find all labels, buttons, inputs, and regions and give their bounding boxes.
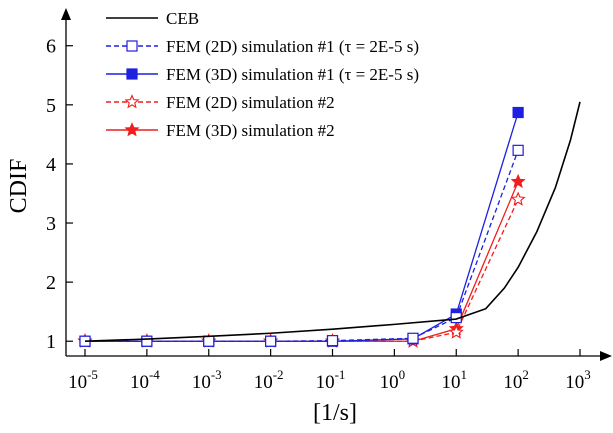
legend-label: FEM (3D) simulation #2 (166, 121, 335, 140)
x-tick-exponent: -2 (273, 367, 284, 382)
data-point (448, 324, 464, 339)
x-tick-base: 10 (254, 372, 273, 393)
x-tick-label: 103 (565, 367, 591, 393)
data-point (124, 94, 140, 109)
y-ticks: 1 2 3 4 5 6 (46, 36, 73, 353)
x-tick-exponent: -5 (87, 367, 98, 382)
x-tick-label: 10-4 (130, 367, 160, 393)
series-line (85, 112, 519, 342)
x-tick-base: 10 (192, 372, 211, 393)
x-tick-label: 102 (503, 367, 529, 393)
y-tick-label: 6 (46, 36, 56, 58)
data-point (265, 335, 277, 347)
y-tick-label: 1 (46, 331, 56, 353)
data-point (124, 122, 140, 137)
x-tick-label: 10-3 (192, 367, 222, 393)
legend-item: FEM (2D) simulation #2 (106, 93, 335, 112)
x-tick-base: 10 (130, 372, 149, 393)
series-line (84, 101, 581, 343)
legend-label: FEM (2D) simulation #1 (τ = 2E-5 s) (166, 37, 419, 56)
x-tick-exponent: -4 (149, 367, 160, 382)
x-tick-exponent: 2 (522, 367, 529, 382)
legend-item: FEM (2D) simulation #1 (τ = 2E-5 s) (106, 37, 419, 56)
data-point (512, 106, 524, 119)
x-tick-label: 101 (442, 367, 468, 393)
data-point (126, 40, 138, 52)
legend-item: CEB (106, 9, 199, 28)
x-tick-exponent: 1 (461, 367, 468, 382)
x-ticks: 10-5 10-4 10-3 10-2 10-1 100 101 102 103 (68, 349, 591, 393)
x-axis-arrow (600, 351, 612, 361)
y-tick-label: 3 (46, 213, 56, 235)
data-point (141, 335, 153, 347)
legend: CEB FEM (2D) simulation #1 (τ = 2E-5 s) FE… (106, 9, 419, 140)
y-tick-label: 4 (46, 154, 56, 176)
legend-label: CEB (166, 9, 199, 28)
x-tick-base: 10 (442, 372, 461, 393)
series-0 (84, 101, 581, 343)
legend-item: FEM (3D) simulation #2 (106, 121, 335, 140)
x-tick-exponent: 0 (399, 367, 406, 382)
series-layer (77, 101, 581, 348)
series-line (85, 150, 519, 342)
data-point (510, 173, 526, 189)
x-tick-label: 10-5 (68, 367, 98, 393)
x-tick-base: 10 (503, 372, 522, 393)
y-axis-arrow (61, 8, 71, 20)
y-axis-title: CDIF (6, 159, 32, 214)
x-tick-base: 10 (565, 372, 584, 393)
x-tick-base: 10 (380, 372, 399, 393)
x-tick-label: 100 (380, 367, 406, 393)
series-3 (77, 191, 526, 348)
y-tick-label: 2 (46, 272, 56, 294)
y-tick-label: 5 (46, 95, 56, 117)
x-tick-exponent: -1 (335, 367, 346, 382)
x-axis-title: [1/s] (313, 400, 357, 426)
data-point (326, 335, 339, 347)
x-tick-label: 10-1 (316, 367, 346, 393)
data-point (512, 144, 524, 156)
series-2 (79, 106, 524, 347)
x-tick-exponent: -3 (211, 367, 222, 382)
data-point (126, 68, 138, 80)
series-1 (79, 144, 524, 347)
legend-item: FEM (3D) simulation #1 (τ = 2E-5 s) (106, 65, 419, 84)
x-tick-label: 10-2 (254, 367, 284, 393)
x-tick-exponent: 3 (584, 367, 591, 382)
data-point (407, 332, 419, 344)
data-point (203, 335, 215, 347)
data-point (510, 191, 526, 206)
axes (61, 8, 612, 361)
x-tick-base: 10 (68, 372, 87, 393)
legend-label: FEM (3D) simulation #1 (τ = 2E-5 s) (166, 65, 419, 84)
legend-label: FEM (2D) simulation #2 (166, 93, 335, 112)
x-tick-base: 10 (316, 372, 335, 393)
